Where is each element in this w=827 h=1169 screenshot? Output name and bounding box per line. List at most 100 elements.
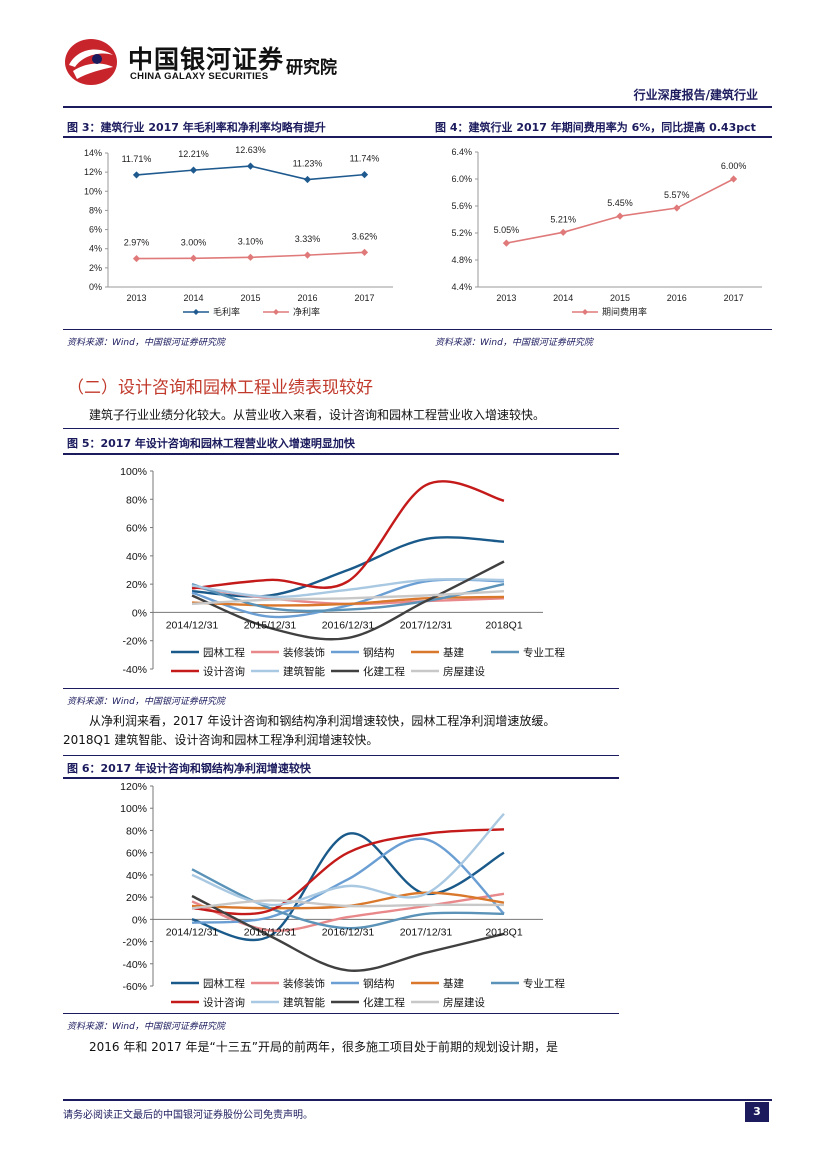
fig6-legend-label: 专业工程 [523,977,565,990]
fig4-legend-marker [582,309,588,315]
fig4-point-期间费用率 [559,228,567,236]
fig4-x-tick-label: 2014 [553,293,573,303]
fig5-series-line-设计咨询 [191,480,505,590]
fig3-x-tick-label: 2016 [297,293,317,303]
fig4-legend-label: 期间费用率 [602,306,647,317]
fig4-point-期间费用率 [673,204,681,212]
fig3-source: 资料来源：Wind，中国银河证券研究院 [67,338,225,348]
fig6-y-tick-label: 100% [120,803,147,815]
fig4-chart: 4.4% 4.8% 5.2% 5.6% 6.0% 6.4% 2013 2014 2015 2016… [451,147,762,317]
fig3-data-label: 12.63% [235,145,266,155]
fig5-series-line-建筑智能 [191,577,505,599]
fig6-legend-label: 化建工程 [363,996,405,1009]
fig5-series-line-化建工程 [191,560,505,641]
fig6-x-tick-label: 2017/12/31 [400,926,453,938]
fig3-y-tick-label: 4% [89,244,102,254]
fig3-data-label: 11.71% [122,154,152,164]
fig5-legend-label: 设计咨询 [203,665,245,678]
section-paragraph-1: 建筑子行业业绩分化较大。从营业收入来看，设计咨询和园林工程营业收入增速较快。 [89,408,546,422]
fig3-point-净利率 [360,248,369,256]
fig4-y-tick-label: 5.6% [451,201,472,211]
fig5-y-tick-label: 0% [132,607,147,619]
fig6-y-tick-label: -60% [122,981,147,993]
fig3-point-净利率 [132,254,141,263]
fig3-data-label: 2.97% [124,238,150,248]
fig3-legend-label: 净利率 [293,306,320,317]
fig4-data-label: 6.00% [721,161,747,171]
fig5-title-rule [63,453,619,455]
fig4-data-label: 5.57% [664,190,690,200]
fig3-x-tick-label: 2014 [183,293,203,303]
fig5-bottom-rule [63,688,619,689]
fig6-x-tick-label: 2015/12/31 [244,926,297,938]
fig6-series-line-专业工程 [191,868,505,930]
fig6-source: 资料来源：Wind，中国银河证券研究院 [67,1022,225,1032]
fig5-y-tick-label: 20% [126,579,147,591]
fig3-data-label: 3.00% [181,237,207,247]
fig3-y-tick-label: 12% [84,167,102,177]
fig3-point-毛利率 [189,166,198,174]
fig4-x-tick-label: 2016 [667,293,687,303]
fig6-y-tick-label: 20% [126,892,147,904]
fig3-data-label: 3.33% [295,234,321,244]
fig4-source: 资料来源：Wind，中国银河证券研究院 [435,338,593,348]
fig6-y-tick-label: -20% [122,937,147,949]
fig5-top-rule [63,428,619,429]
paragraph-2-line-2: 2018Q1 建筑智能、设计咨询和园林工程净利润增速较快。 [63,733,379,747]
fig6-legend-label: 装修装饰 [283,977,325,990]
galaxy-logo-icon [65,39,117,85]
fig4-y-tick-label: 6.0% [451,174,472,184]
fig5-y-tick-label: 80% [126,494,147,506]
fig5-y-tick-label: -40% [122,664,147,676]
fig3-x-tick-label: 2013 [126,293,146,303]
fig34-bottom-rule [63,329,772,330]
fig5-y-tick-label: -20% [122,636,147,648]
fig6-y-tick-label: 80% [126,825,147,837]
fig5-legend-label: 房屋建设 [443,665,485,678]
fig5-legend-label: 专业工程 [523,646,565,659]
fig3-legend-label: 毛利率 [213,306,240,317]
fig3-x-tick-label: 2015 [240,293,260,303]
fig5-chart: -40% -20% 0% 20% 40% 60% 80% 100% 2014/12/31 2015… [120,466,565,678]
paragraph-2-line-1: 从净利润来看，2017 年设计咨询和钢结构净利润增速较快，园林工程净利润增速放缓… [89,714,556,728]
fig3-y-tick-label: 2% [89,263,102,273]
brand-logo [63,37,119,87]
fig4-point-期间费用率 [502,239,510,247]
fig3-point-净利率 [189,254,198,262]
fig4-point-期间费用率 [730,175,738,183]
fig3-point-净利率 [303,251,312,259]
fig5-legend-label: 钢结构 [363,646,395,659]
fig5-title: 图 5：2017 年设计咨询和园林工程营业收入增速明显加快 [67,437,355,450]
header-rule [63,106,772,108]
fig5-x-tick-label: 2016/12/31 [322,619,375,631]
section-title: （二）设计咨询和园林工程业绩表现较好 [67,378,373,398]
fig3-point-毛利率 [360,171,369,179]
fig4-x-tick-label: 2015 [610,293,630,303]
fig6-series-line-设计咨询 [191,828,505,916]
fig6-legend-label: 建筑智能 [283,996,325,1009]
fig6-title-rule [63,777,619,779]
fig3-title: 图 3：建筑行业 2017 年毛利率和净利率均略有提升 [67,121,326,134]
fig3-y-tick-label: 6% [89,225,102,235]
fig6-x-tick-label: 2016/12/31 [322,926,375,938]
fig4-x-tick-label: 2017 [724,293,744,303]
fig3-y-tick-label: 14% [84,148,102,158]
page-number: 3 [745,1102,769,1122]
fig4-data-label: 5.05% [494,225,520,235]
logo-english-name: CHINA GALAXY SECURITIES [130,71,269,82]
fig5-source: 资料来源：Wind，中国银河证券研究院 [67,697,225,707]
fig5-legend-label: 化建工程 [363,665,405,678]
fig6-top-rule [63,755,619,756]
fig34-title-rule [63,136,772,138]
fig6-legend-label: 钢结构 [363,977,395,990]
fig3-data-label: 12.21% [178,149,209,159]
fig4-title: 图 4：建筑行业 2017 年期间费用率为 6%，同比提高 0.43pct [435,121,756,134]
fig3-y-tick-label: 10% [84,186,102,196]
fig6-chart: -60% -40% -20% 0% 20% 40% 60% 80% 100% 120% 2014/1… [120,781,565,1009]
fig6-y-tick-label: 0% [132,914,147,926]
fig3-y-tick-label: 8% [89,205,102,215]
fig3-point-净利率 [246,253,255,261]
fig3-point-毛利率 [303,175,312,184]
fig5-series-line-园林工程 [191,536,505,598]
fig3-data-label: 11.74% [350,154,380,164]
